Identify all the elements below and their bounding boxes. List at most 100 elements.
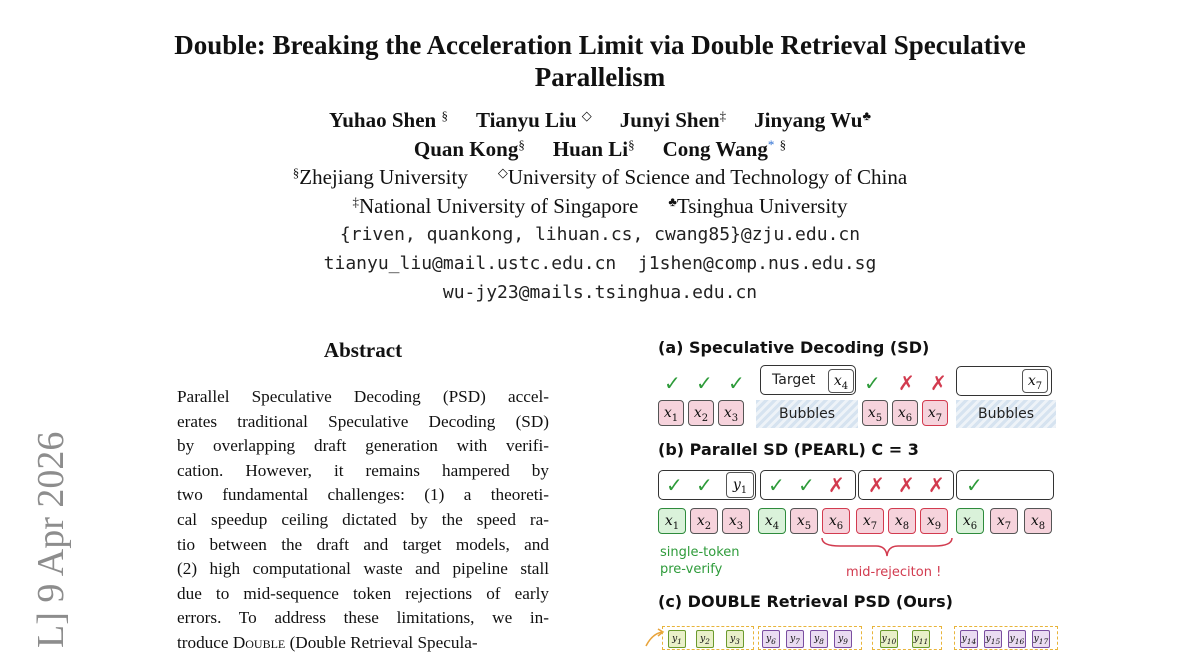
cross-icon: ✗: [898, 473, 915, 497]
author-name: Jinyang Wu: [754, 108, 863, 132]
token-y2: y2: [696, 630, 714, 648]
token-x1: x1: [658, 508, 686, 534]
arxiv-stamp: L] 9 Apr 2026: [30, 431, 72, 648]
email-line: wu-jy23@mails.tsinghua.edu.cn: [442, 282, 758, 303]
paper-title-continued: Parallelism: [534, 62, 666, 92]
token-x8: x8: [1024, 508, 1052, 534]
author-mark: §: [628, 137, 635, 152]
panel-a-title: (a) Speculative Decoding (SD): [658, 338, 930, 357]
author-mark: ◇: [581, 108, 592, 123]
token-x2: x2: [688, 400, 714, 426]
author-mark: §: [779, 137, 787, 152]
token-x2: x2: [690, 508, 718, 534]
author-list: Quan Kong§ Huan Li§ Cong Wang* §: [0, 137, 1200, 162]
token-y17: y17: [1032, 630, 1050, 648]
token-y16: y16: [1008, 630, 1026, 648]
token-x7: x7: [922, 400, 948, 426]
cross-icon: ✗: [930, 371, 947, 395]
token-y9: y9: [834, 630, 852, 648]
token-y8: y8: [810, 630, 828, 648]
abstract-text: (Double Retrieval Specula-: [285, 632, 478, 652]
token-x8: x8: [888, 508, 916, 534]
token-y10: y10: [880, 630, 898, 648]
affiliation-name: National University of Singapore: [359, 194, 639, 218]
method-comparison-figure: (a) Speculative Decoding (SD) ✓ ✓ ✓ Targ…: [645, 332, 1070, 650]
affiliation-line: §Zhejiang University ◇University of Scien…: [0, 165, 1200, 190]
affiliation-mark: ♣: [668, 194, 677, 209]
token-x6: x6: [822, 508, 850, 534]
token-y1: y1: [726, 472, 754, 498]
verify-frame: [658, 470, 756, 500]
panel-b-title: (b) Parallel SD (PEARL) C = 3: [658, 440, 919, 459]
abstract-line: erates traditional Speculative Decoding …: [177, 411, 549, 431]
check-icon: ✓: [864, 371, 881, 395]
annotation-pre-verify: pre-verify: [660, 562, 723, 577]
email-line: {riven, quankong, lihuan.cs, cwang85}@zj…: [339, 224, 861, 245]
check-icon: ✓: [696, 473, 713, 497]
cross-icon: ✗: [928, 473, 945, 497]
affiliation-name: Zhejiang University: [299, 165, 468, 189]
abstract-line: tio between the draft and target models,…: [177, 534, 549, 554]
target-frame: [760, 365, 856, 395]
abstract-text: troduce: [177, 632, 233, 652]
affiliation-mark: §: [292, 165, 300, 180]
bubbles-region: Bubbles: [956, 400, 1056, 428]
abstract-line: Parallel Speculative Decoding (PSD) acce…: [177, 387, 549, 406]
token-x5: x5: [862, 400, 888, 426]
annotation-single-token: single-token: [660, 545, 740, 560]
panel-c-title: (c) DOUBLE Retrieval PSD (Ours): [658, 592, 953, 611]
verify-frame: [956, 470, 1054, 500]
author-mark: §: [518, 137, 525, 152]
token-y1: y1: [668, 630, 686, 648]
check-icon: ✓: [666, 473, 683, 497]
method-name: Double: [232, 632, 286, 652]
check-icon: ✓: [768, 473, 785, 497]
panel-c-token-row: y1 y2 y3 y6 y7 y8 y9 y10 y11 y14 y15 y16…: [645, 626, 1070, 650]
abstract-line: (2) high computational waste and pipelin…: [177, 559, 549, 579]
email-text: tianyu_liu@mail.ustc.edu.cn j1shen@comp.…: [323, 253, 877, 274]
paper-title: Double: Breaking the Acceleration Limit …: [174, 30, 1026, 60]
token-x1: x1: [658, 400, 684, 426]
token-x7: x7: [990, 508, 1018, 534]
author-name: Tianyu Liu: [475, 108, 577, 132]
arrow-icon: [645, 628, 665, 647]
token-x7: x7: [1022, 369, 1048, 393]
token-x7: x7: [856, 508, 884, 534]
author-name: Huan Li: [552, 137, 629, 161]
target-frame: [956, 366, 1052, 396]
token-y14: y14: [960, 630, 978, 648]
check-icon: ✓: [966, 473, 983, 497]
check-icon: ✓: [696, 371, 713, 395]
author-name: Cong Wang: [662, 137, 768, 161]
token-y7: y7: [786, 630, 804, 648]
affiliation-name: Tsinghua University: [676, 194, 848, 218]
token-x9: x9: [920, 508, 948, 534]
abstract-line: cation. However, it remains hampered by: [177, 460, 549, 480]
abstract-line: cal speedup ceiling dictated by the spee…: [177, 509, 549, 529]
affiliation-line: ‡National University of Singapore ♣Tsingh…: [0, 194, 1200, 219]
rejection-brace: [821, 537, 953, 557]
token-x6: x6: [892, 400, 918, 426]
cross-icon: ✗: [828, 473, 845, 497]
author-mark: ‡: [719, 108, 727, 123]
abstract-line: due to mid-sequence token rejections of …: [177, 583, 549, 603]
check-icon: ✓: [728, 371, 745, 395]
author-name: Junyi Shen: [619, 108, 720, 132]
check-icon: ✓: [664, 371, 681, 395]
annotation-mid-rejection: mid-rejeciton !: [846, 565, 942, 580]
abstract-line: by overlapping draft generation with ver…: [177, 436, 549, 456]
verify-frame: [760, 470, 856, 500]
corresponding-author-mark: *: [767, 137, 775, 152]
author-mark: §: [441, 108, 448, 123]
target-label: Target: [772, 372, 816, 388]
author-name: Quan Kong: [413, 137, 519, 161]
abstract-line: troduce Double (Double Retrieval Specula…: [177, 631, 549, 656]
token-x6: x6: [956, 508, 984, 534]
cross-icon: ✗: [898, 371, 915, 395]
token-x5: x5: [790, 508, 818, 534]
abstract-line: two fundamental challenges: (1) a theore…: [177, 485, 549, 505]
token-y11: y11: [912, 630, 930, 648]
token-x3: x3: [718, 400, 744, 426]
affiliation-mark: ◇: [497, 165, 508, 180]
affiliation-mark: ‡: [352, 194, 360, 209]
